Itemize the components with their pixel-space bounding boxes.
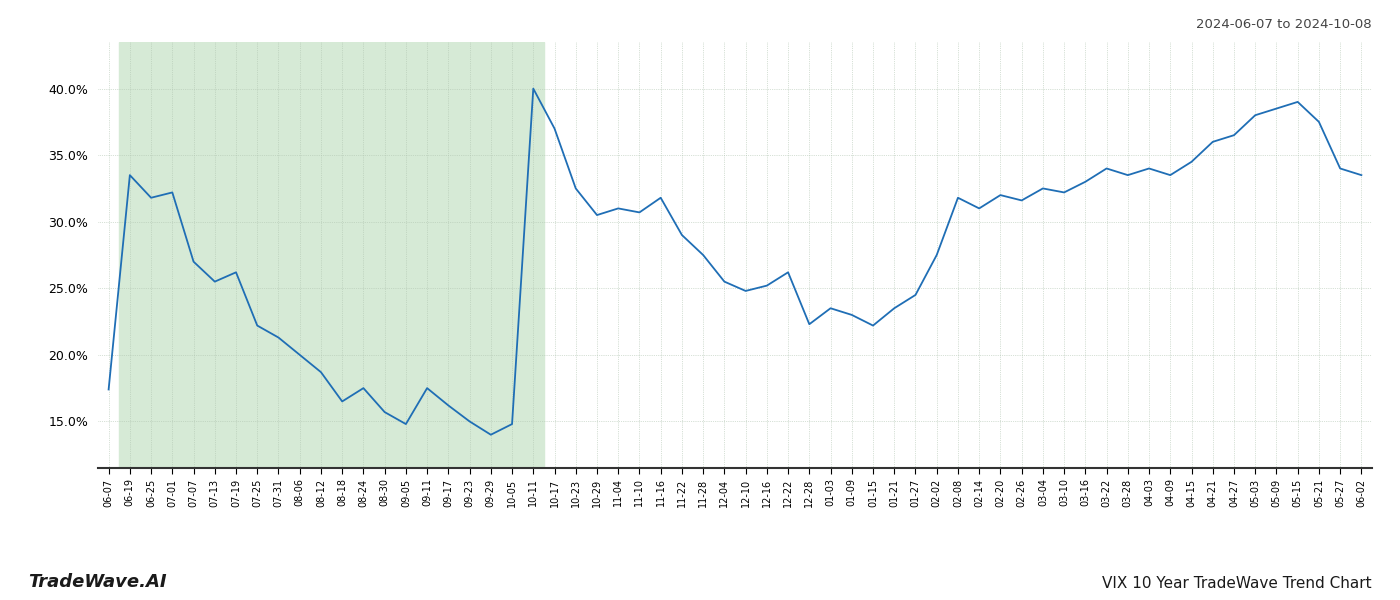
Text: TradeWave.AI: TradeWave.AI [28, 573, 167, 591]
Bar [119, 42, 545, 468]
Text: 2024-06-07 to 2024-10-08: 2024-06-07 to 2024-10-08 [1197, 18, 1372, 31]
Text: VIX 10 Year TradeWave Trend Chart: VIX 10 Year TradeWave Trend Chart [1102, 576, 1372, 591]
